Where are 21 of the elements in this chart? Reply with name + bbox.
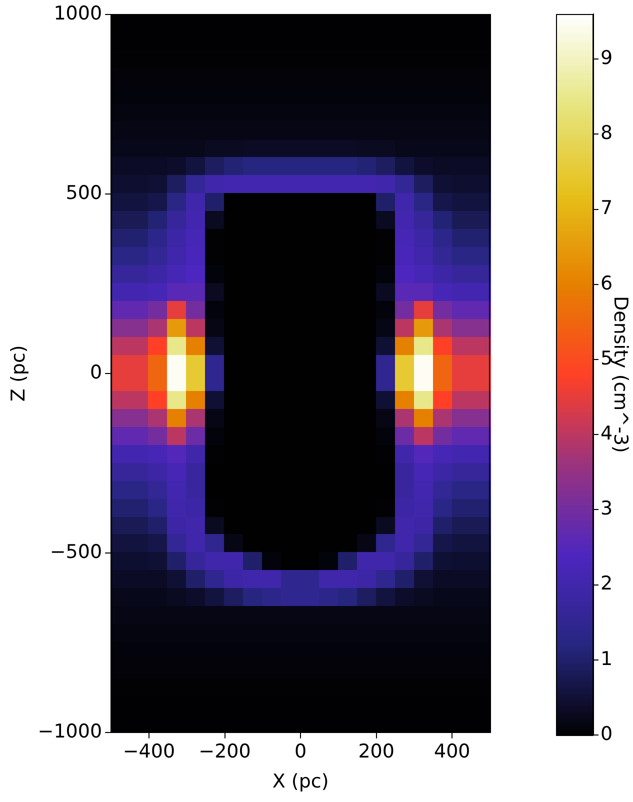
y-axis-title: Z (pc) xyxy=(7,345,30,402)
x-tick-label: −400 xyxy=(122,740,176,763)
x-tick-label: 400 xyxy=(434,740,470,763)
color-bar-label: 0 xyxy=(600,722,613,745)
color-bar-label: 4 xyxy=(600,422,613,445)
x-tick-label: −200 xyxy=(198,740,251,763)
x-tick-label: 200 xyxy=(358,740,394,763)
color-bar-label: 9 xyxy=(600,47,613,69)
y-tick-label: −500 xyxy=(50,540,102,563)
color-bar-label: 2 xyxy=(600,572,613,595)
color-bar-label: 6 xyxy=(600,272,613,294)
x-axis-title: X (pc) xyxy=(272,770,329,793)
color-bar-label: 8 xyxy=(600,122,613,144)
x-tick-label: 0 xyxy=(294,740,307,763)
y-tick-label: 0 xyxy=(90,361,102,384)
y-tick-label: 1000 xyxy=(54,2,102,24)
y-tick-label: 500 xyxy=(66,182,102,204)
y-tick-label: −1000 xyxy=(38,720,102,742)
color-bar-label: 1 xyxy=(600,648,613,670)
color-bar-label: 3 xyxy=(600,498,613,520)
color-bar-label: 7 xyxy=(600,197,613,220)
